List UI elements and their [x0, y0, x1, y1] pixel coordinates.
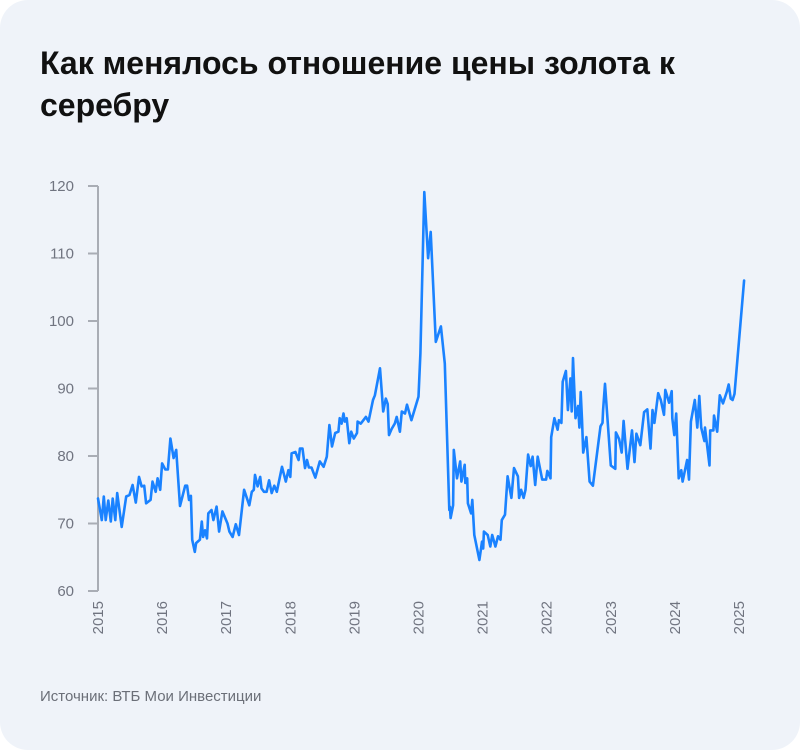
y-tick-label: 90	[57, 381, 74, 398]
x-tick-label: 2024	[667, 601, 684, 634]
y-tick-label: 60	[57, 583, 74, 600]
x-tick-label: 2016	[154, 601, 171, 634]
x-tick-label: 2019	[346, 601, 363, 634]
y-tick-label: 100	[49, 313, 74, 330]
x-tick-label: 2023	[603, 601, 620, 634]
x-tick-label: 2020	[411, 601, 428, 634]
x-tick-label: 2025	[731, 601, 748, 634]
x-tick-label: 2015	[90, 601, 107, 634]
y-tick-label: 110	[50, 246, 74, 263]
chart-title: Как менялось отношение цены золота к сер…	[40, 45, 675, 123]
x-tick-label: 2021	[475, 601, 492, 634]
x-tick-label: 2022	[539, 601, 556, 634]
y-tick-label: 80	[57, 448, 74, 465]
x-tick-label: 2017	[218, 601, 235, 634]
y-tick-label: 70	[57, 516, 74, 533]
source-note: Источник: ВТБ Мои Инвестиции	[40, 688, 262, 705]
series-line	[96, 190, 746, 562]
y-tick-label: 120	[49, 178, 74, 195]
x-tick-label: 2018	[282, 601, 299, 634]
